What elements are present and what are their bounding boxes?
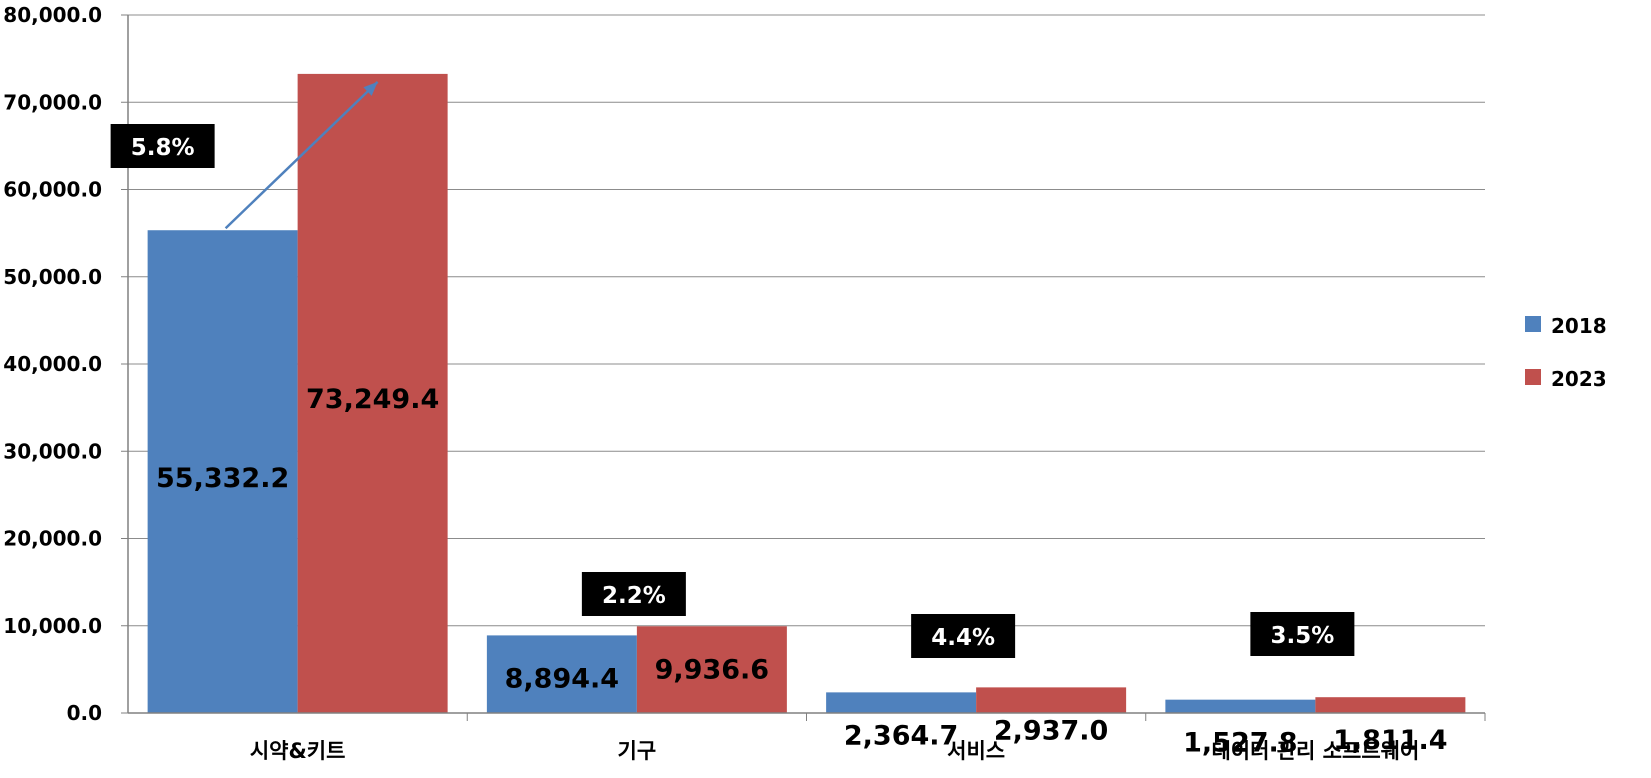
data-label: 55,332.2 [156, 463, 289, 494]
data-label: 2,364.7 [844, 720, 958, 751]
growth-label-box [110, 124, 215, 168]
x-category-label: 데이터 관리 소프트웨어 [1211, 739, 1419, 763]
y-tick-label: 80,000.0 [3, 3, 102, 27]
growth-label: 3.5% [1270, 623, 1334, 649]
bar-2018-reagents-kits [147, 230, 298, 713]
growth-arrow-line [224, 80, 379, 230]
bar-2018-instruments [486, 635, 637, 713]
bar-2023-reagents-kits [297, 73, 448, 713]
growth-label-box [911, 614, 1016, 658]
data-label: 2,937.0 [994, 715, 1108, 746]
y-axis-ticks: 0.0 10,000.0 20,000.0 30,000.0 40,000.0 50,00… [3, 3, 128, 725]
legend: 2018 2023 [1525, 314, 1607, 391]
x-axis-categories: 시약&키트 기구 서비스 데이터 관리 소프트웨어 [250, 739, 1419, 763]
data-label: 73,249.4 [306, 384, 439, 415]
data-label: 8,894.4 [505, 663, 619, 694]
growth-arrow-head [363, 81, 378, 96]
x-category-label: 기구 [618, 739, 657, 763]
growth-labels: 5.8% 2.2% 4.4% 3.5% [110, 80, 1355, 658]
legend-label: 2023 [1551, 367, 1607, 391]
y-tick-label: 30,000.0 [3, 439, 102, 463]
growth-label: 5.8% [131, 135, 195, 161]
y-tick-label: 20,000.0 [3, 527, 102, 551]
y-tick-label: 0.0 [67, 701, 102, 725]
legend-label: 2018 [1551, 314, 1607, 338]
growth-label-box [1250, 612, 1355, 656]
bar-2023-data-management-software [1315, 697, 1466, 713]
y-tick-label: 70,000.0 [3, 90, 102, 114]
growth-label: 2.2% [602, 583, 666, 609]
legend-swatch-2023 [1525, 369, 1541, 385]
data-label: 1,811.4 [1333, 725, 1447, 756]
bar-2018-services [826, 692, 977, 713]
bar-2023-instruments [636, 626, 787, 713]
legend-swatch-2018 [1525, 316, 1541, 332]
data-label: 9,936.6 [655, 654, 769, 685]
growth-label-box [581, 572, 686, 616]
y-tick-label: 50,000.0 [3, 265, 102, 289]
y-tick-label: 10,000.0 [3, 614, 102, 638]
bar-2018-data-management-software [1165, 699, 1316, 713]
bars: 55,332.2 73,249.4 8,894.4 9,936.6 2,364.7 2,9… [147, 73, 1466, 759]
data-label: 1,527.8 [1183, 728, 1297, 759]
x-category-label: 시약&키트 [250, 739, 346, 763]
bar-2023-services [976, 687, 1127, 713]
growth-label: 4.4% [931, 625, 995, 651]
y-tick-label: 60,000.0 [3, 178, 102, 202]
y-tick-label: 40,000.0 [3, 352, 102, 376]
x-category-label: 서비스 [947, 739, 1005, 763]
